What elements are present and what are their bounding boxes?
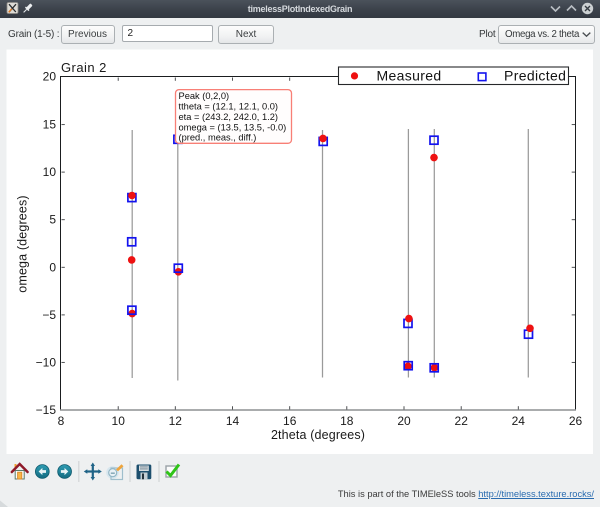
svg-text:omega = (13.5, 13.5, -0.0): omega = (13.5, 13.5, -0.0) bbox=[179, 122, 287, 132]
svg-text:eta = (243.2, 242.0, 1.2): eta = (243.2, 242.0, 1.2) bbox=[179, 112, 279, 122]
svg-text:10: 10 bbox=[43, 165, 57, 179]
svg-text:8: 8 bbox=[58, 414, 65, 428]
svg-text:Predicted: Predicted bbox=[504, 68, 566, 84]
svg-text:Measured: Measured bbox=[377, 68, 442, 84]
svg-text:15: 15 bbox=[43, 118, 57, 132]
svg-text:20: 20 bbox=[397, 414, 411, 428]
svg-text:Grain 2: Grain 2 bbox=[61, 60, 107, 75]
svg-text:5: 5 bbox=[49, 213, 56, 227]
svg-text:12: 12 bbox=[169, 414, 183, 428]
svg-text:24: 24 bbox=[512, 414, 526, 428]
svg-text:ttheta = (12.1, 12.1, 0.0): ttheta = (12.1, 12.1, 0.0) bbox=[179, 102, 279, 112]
svg-text:22: 22 bbox=[455, 414, 469, 428]
svg-text:−5: −5 bbox=[42, 308, 56, 322]
svg-text:10: 10 bbox=[112, 414, 126, 428]
svg-text:omega (degrees): omega (degrees) bbox=[16, 195, 30, 292]
svg-text:(pred., meas., diff.): (pred., meas., diff.) bbox=[179, 133, 257, 143]
svg-text:18: 18 bbox=[340, 414, 354, 428]
svg-text:16: 16 bbox=[283, 414, 297, 428]
svg-text:Peak (0,2,0): Peak (0,2,0) bbox=[179, 91, 230, 101]
svg-text:−10: −10 bbox=[36, 355, 57, 369]
svg-text:26: 26 bbox=[569, 414, 583, 428]
svg-text:14: 14 bbox=[226, 414, 240, 428]
svg-text:−15: −15 bbox=[36, 403, 57, 417]
svg-text:0: 0 bbox=[49, 260, 56, 274]
svg-text:20: 20 bbox=[43, 69, 57, 83]
svg-text:2theta (degrees): 2theta (degrees) bbox=[271, 428, 365, 442]
